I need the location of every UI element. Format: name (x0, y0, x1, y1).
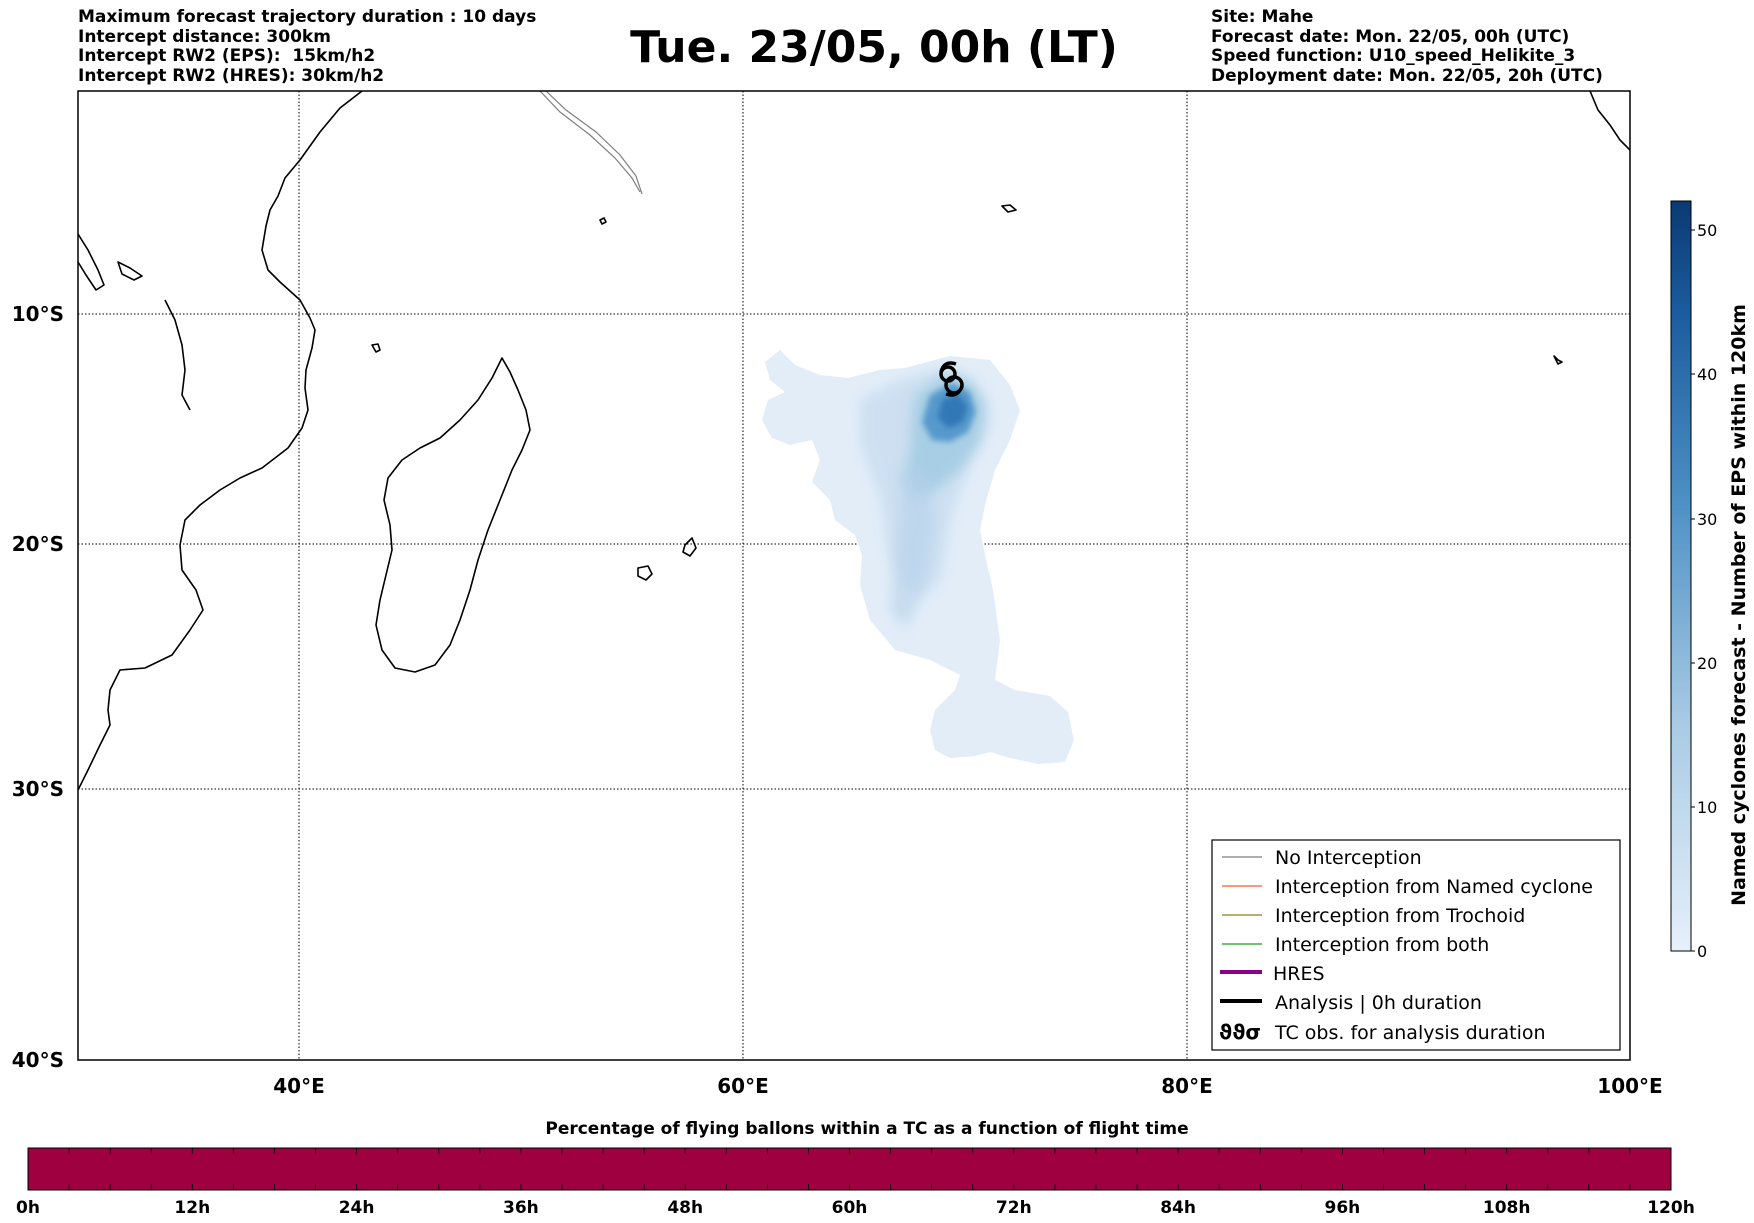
timebar-tick-label: 12h (174, 1198, 210, 1218)
arabia-coastline (78, 233, 105, 291)
trajectory-path-1 (539, 91, 641, 193)
lon-label: 40°E (273, 1074, 325, 1098)
legend-label: TC obs. for analysis duration (1274, 1022, 1546, 1044)
map-title: Tue. 23/05, 00h (LT) (0, 22, 1754, 73)
lon-label: 100°E (1597, 1074, 1662, 1098)
colorbar-tick: 50 (1697, 221, 1717, 240)
lat-axis-labels: 10°S 20°S 30°S 40°S (12, 302, 64, 1072)
trajectory-path-2 (545, 91, 643, 195)
timebar-title: Percentage of flying ballons within a TC… (545, 1119, 1188, 1139)
header-left-line: Intercept distance: 300km (78, 26, 331, 47)
trajectory-no-interception (539, 91, 643, 195)
timebar-tick-labels: 0h 12h 24h 36h 48h 60h 72h 84h 96h 108h 120h (16, 1198, 1695, 1218)
lat-label: 20°S (12, 532, 64, 556)
tc-obs-symbol (939, 361, 964, 397)
timebar-tick-label: 0h (16, 1198, 40, 1218)
timebar-fill (27, 1147, 1672, 1191)
tc-obs-tail-2 (945, 385, 964, 397)
colorbar-label: Named cyclones forecast - Number of EPS … (1728, 304, 1750, 906)
header-right: Site: Mahe Forecast date: Mon. 22/05, 00… (1211, 7, 1603, 86)
header-left-line: Maximum forecast trajectory duration : 1… (78, 7, 537, 27)
sumatra-tip (1589, 91, 1630, 151)
map-title-text: Tue. 23/05, 00h (LT) (630, 22, 1118, 73)
lat-label: 30°S (12, 777, 64, 801)
mauritius-island (682, 537, 697, 557)
madagascar-coastline (375, 357, 531, 673)
timebar-minor-ticks (68, 1148, 1631, 1190)
flight-time-bar: Percentage of flying ballons within a TC… (16, 1119, 1695, 1218)
reunion-island (637, 565, 653, 581)
lon-label: 80°E (1161, 1074, 1213, 1098)
legend-label: Interception from Named cyclone (1275, 876, 1593, 898)
cyclone-density-field (762, 350, 1074, 764)
map-frame (77, 90, 1631, 1061)
legend-label: Analysis | 0h duration (1275, 992, 1482, 1014)
timebar-tick-label: 108h (1483, 1198, 1531, 1218)
lat-label: 10°S (12, 302, 64, 326)
density-tail-streak (890, 470, 935, 630)
timebar-tick-label: 24h (339, 1198, 375, 1218)
legend-label: HRES (1273, 963, 1325, 985)
colorbar-tick: 30 (1697, 510, 1717, 529)
legend-swatch-tc-obs: ϑϑσ (1219, 1020, 1261, 1044)
tc-obs-tail-1 (939, 361, 957, 373)
legend: No Interception Interception from Named … (1211, 839, 1621, 1051)
colorbar-tick: 40 (1697, 365, 1717, 384)
colorbar-ticks: 0 10 20 30 40 50 (1691, 221, 1717, 961)
map-gridlines (78, 91, 1630, 1060)
header-right-line: Deployment date: Mon. 22/05, 20h (UTC) (1211, 65, 1603, 86)
timebar-tick-label: 96h (1325, 1198, 1361, 1218)
header-right-line: Forecast date: Mon. 22/05, 00h (UTC) (1211, 26, 1570, 47)
header-left-line: Intercept RW2 (HRES): 30km/h2 (78, 65, 385, 86)
header-right-line: Speed function: U10_speed_Helikite_3 (1211, 46, 1576, 66)
density-peak (938, 394, 968, 428)
lon-label: 60°E (717, 1074, 769, 1098)
coastlines (78, 91, 1630, 791)
header-right-line: Site: Mahe (1211, 7, 1314, 27)
colorbar-right: 0 10 20 30 40 50 Named cyclones forecast… (1670, 200, 1750, 961)
colorbar-tick: 10 (1697, 798, 1717, 817)
timebar-tick-label: 120h (1647, 1198, 1695, 1218)
lat-label: 40°S (12, 1048, 64, 1072)
timebar-tick-label: 84h (1160, 1198, 1196, 1218)
legend-label: No Interception (1275, 847, 1422, 869)
horn-island (117, 261, 143, 281)
colorbar-tick: 0 (1697, 942, 1707, 961)
seychelles (599, 217, 607, 225)
map-area (78, 91, 1630, 1060)
somalia-outline (164, 299, 191, 411)
legend-box (1211, 839, 1621, 1051)
comoros-mayotte (371, 343, 381, 353)
timebar-tick-label: 72h (996, 1198, 1032, 1218)
colorbar-gradient (1670, 200, 1692, 952)
legend-label: Interception from both (1275, 934, 1489, 956)
small-isles-north (1001, 204, 1017, 213)
header-left-line: Intercept RW2 (EPS): 15km/h2 (78, 46, 376, 66)
header-left: Maximum forecast trajectory duration : 1… (78, 7, 537, 86)
lon-axis-labels: 40°E 60°E 80°E 100°E (273, 1074, 1662, 1098)
legend-label: Interception from Trochoid (1275, 905, 1525, 927)
colorbar-tick: 20 (1697, 654, 1717, 673)
africa-coastline (78, 91, 363, 791)
small-isles-east (1553, 355, 1563, 365)
timebar-tick-label: 48h (667, 1198, 703, 1218)
timebar-tick-label: 60h (832, 1198, 868, 1218)
timebar-tick-label: 36h (503, 1198, 539, 1218)
